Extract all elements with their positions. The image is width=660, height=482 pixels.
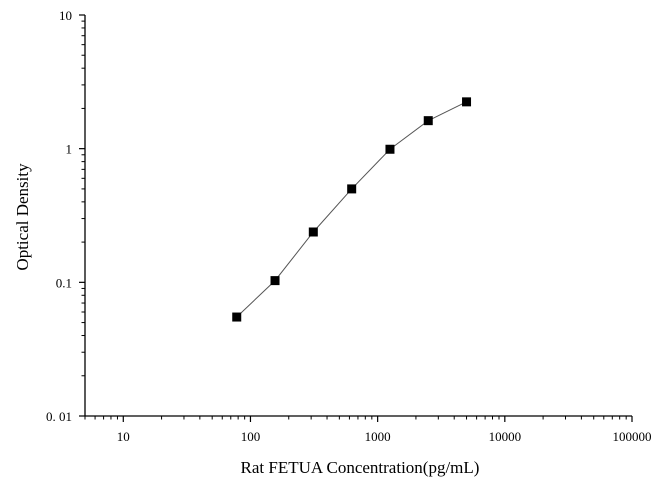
data-point-marker	[385, 144, 395, 154]
x-tick-label: 10	[117, 429, 130, 444]
data-point-marker	[347, 184, 357, 194]
x-axis-title: Rat FETUA Concentration(pg/mL)	[241, 458, 480, 477]
data-point-marker	[308, 227, 318, 237]
x-tick-label: 10000	[489, 429, 522, 444]
y-tick-label: 0.1	[56, 275, 72, 290]
x-tick-label: 100	[241, 429, 261, 444]
y-axis-title: Optical Density	[13, 163, 32, 271]
data-point-marker	[423, 116, 433, 126]
data-point-marker	[462, 97, 472, 107]
data-point-marker	[270, 276, 280, 286]
y-tick-label: 0. 01	[46, 409, 72, 424]
plot-area: 10 100 1000 10000 100000 0. 01 0.1 1 10	[46, 8, 652, 444]
y-tick-label: 1	[66, 142, 73, 157]
y-tick-label: 10	[59, 8, 72, 23]
data-point-marker	[232, 312, 242, 322]
x-tick-label: 100000	[613, 429, 652, 444]
x-tick-label: 1000	[365, 429, 391, 444]
